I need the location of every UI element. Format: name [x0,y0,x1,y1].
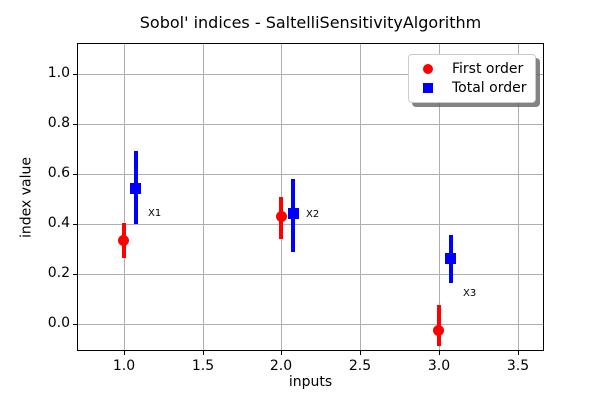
y-gridline [78,324,543,325]
first-order-marker-x1 [118,235,129,246]
y-gridline [78,174,543,175]
total-order-marker-x2 [288,208,299,219]
legend-label-total-order: Total order [452,79,527,96]
y-gridline [78,124,543,125]
y-tick-label: 1.0 [47,65,70,81]
x-tick-mark [281,351,282,355]
x-tick-mark [124,351,125,355]
total-order-square-marker-icon [423,82,433,93]
y-tick-label: 0.0 [47,315,70,331]
first-order-marker-x3 [433,325,444,336]
y-tick-label: 0.6 [47,165,70,181]
x-gridline [360,44,361,350]
y-tick-mark [73,324,77,325]
plot-area: First order Total order X1 X2 X3 [77,43,544,351]
y-tick-mark [73,224,77,225]
total-order-marker-x3 [445,253,456,264]
x-tick-mark [518,351,519,355]
x-tick-label: 1.5 [191,358,215,374]
y-tick-mark [73,124,77,125]
point-label-x3: X3 [463,288,477,299]
y-gridline [78,224,543,225]
x-gridline [439,44,440,350]
y-tick-mark [73,74,77,75]
x-tick-mark [439,351,440,355]
y-axis-label: index value [18,157,35,238]
y-tick-label: 0.8 [47,115,70,131]
y-tick-label: 0.2 [47,265,70,281]
first-order-circle-marker-icon [423,63,433,74]
x-gridline [203,44,204,350]
y-gridline [78,274,543,275]
legend-entry-first-order: First order [409,59,535,78]
legend-entry-total-order: Total order [409,78,535,97]
x-tick-label: 3.5 [506,358,530,374]
point-label-x2: X2 [306,209,320,220]
x-tick-label: 2.5 [348,358,372,374]
legend-label-first-order: First order [452,60,524,77]
legend: First order Total order [408,54,536,103]
x-axis-label: inputs [288,374,333,390]
y-gridline [78,74,543,75]
y-tick-mark [73,174,77,175]
x-tick-label: 2.0 [269,358,293,374]
total-order-marker-x1 [130,183,141,194]
first-order-marker-x2 [276,211,287,222]
x-tick-mark [203,351,204,355]
x-tick-mark [360,351,361,355]
x-gridline [518,44,519,350]
x-tick-label: 1.0 [112,358,136,374]
y-tick-mark [73,274,77,275]
x-tick-label: 3.0 [427,358,451,374]
x-gridline [124,44,125,350]
y-tick-label: 0.4 [47,215,70,231]
chart-title: Sobol' indices - SaltelliSensitivityAlgo… [139,13,482,32]
point-label-x1: X1 [148,208,162,219]
